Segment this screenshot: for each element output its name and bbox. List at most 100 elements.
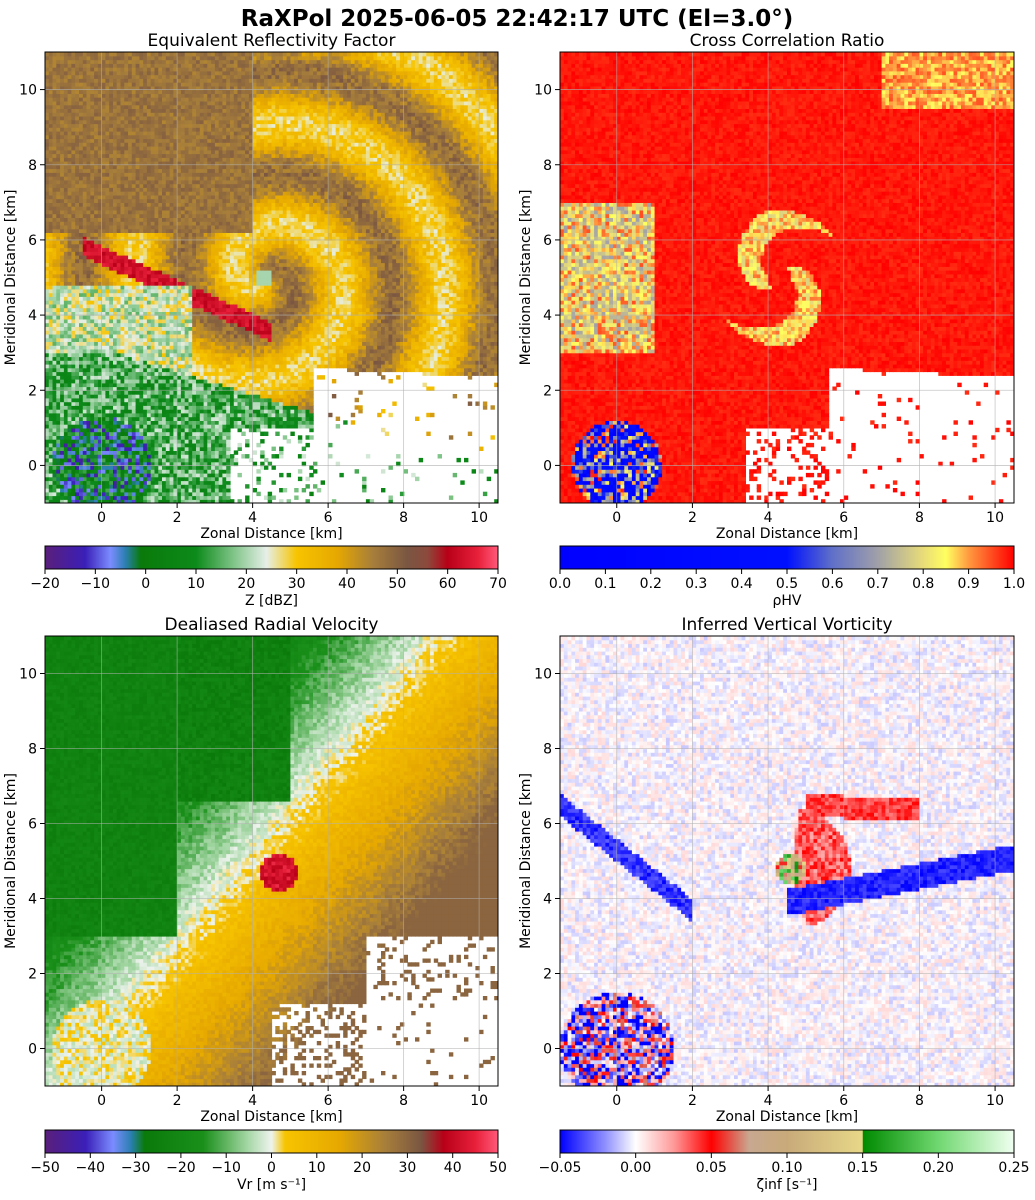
x-axis-label: Zonal Distance [km]: [716, 526, 858, 542]
y-tick-label: 2: [543, 967, 552, 983]
x-axis-label: Zonal Distance [km]: [200, 526, 342, 542]
colorbar-tick-label: 0.4: [730, 576, 752, 592]
y-tick-label: 10: [19, 667, 37, 683]
colorbar-label: Z [dBZ]: [245, 593, 298, 609]
colorbar-tick-label: 0.20: [923, 1160, 954, 1176]
y-tick-label: 0: [543, 458, 552, 474]
colorbar-tick-label: 1.0: [1003, 576, 1025, 592]
x-tick-label: 6: [839, 510, 848, 526]
colorbar: 0.0 0.1 0.2 0.3 0.4 0.5 0.6 0.7 0.8 0.9 1.0 ρHV: [549, 545, 1025, 609]
colorbar: −20 −10 0 10 20 30 40 50 60 70 Z [dBZ]: [30, 545, 507, 609]
y-axis-label: Meridional Distance [km]: [518, 190, 534, 366]
colorbar-tick-label: 0.00: [620, 1160, 651, 1176]
y-tick-label: 0: [28, 1042, 37, 1058]
x-tick-label: 8: [915, 510, 924, 526]
colorbar-tick-label: 60: [439, 576, 457, 592]
colorbar-tick-label: 30: [288, 576, 306, 592]
colorbar-tick-label: 0.8: [912, 576, 934, 592]
panel-title: Dealiased Radial Velocity: [165, 615, 379, 635]
colorbar-tick-label: −10: [81, 576, 111, 592]
y-tick-label: 6: [28, 817, 37, 833]
colorbar-tick-label: −20: [30, 576, 60, 592]
y-tick-label: 4: [28, 892, 37, 908]
x-tick-label: 4: [764, 1093, 773, 1109]
colorbar-tick-label: 50: [489, 1160, 507, 1176]
colorbar-tick-label: 0.05: [696, 1160, 727, 1176]
y-tick-label: 2: [543, 383, 552, 399]
colorbar-tick-label: 0.1: [594, 576, 616, 592]
y-tick-label: 8: [28, 158, 37, 174]
grid: [560, 636, 1014, 1086]
colorbar: −0.05 0.00 0.05 0.10 0.15 0.20 0.25 ζinf [s⁻¹]: [539, 1129, 1030, 1193]
x-tick-label: 4: [248, 510, 257, 526]
x-tick-label: 6: [324, 1093, 333, 1109]
colorbar-tick-label: 0.9: [957, 576, 979, 592]
colorbar-tick-label: 0: [141, 576, 150, 592]
y-tick-label: 8: [543, 742, 552, 758]
y-axis-label: Meridional Distance [km]: [3, 190, 19, 366]
y-tick-label: 2: [28, 383, 37, 399]
colorbar-tick-label: 0.3: [685, 576, 707, 592]
colorbar-tick-label: 10: [308, 1160, 326, 1176]
colorbar: −50 −40 −30 −20 −10 0 10 20 30 40 50 Vr [m s⁻¹]: [30, 1129, 507, 1193]
y-tick-label: 10: [534, 83, 552, 99]
y-tick-label: 8: [543, 158, 552, 174]
x-tick-label: 0: [97, 510, 106, 526]
x-tick-label: 8: [399, 510, 408, 526]
colorbar-tick-label: 20: [237, 576, 255, 592]
colorbar-tick-label: −50: [30, 1160, 60, 1176]
colorbar-tick-label: 50: [388, 576, 406, 592]
colorbar-tick-label: 0.15: [847, 1160, 878, 1176]
colorbar-tick-label: 0.0: [549, 576, 571, 592]
colorbar-tick-label: 40: [444, 1160, 462, 1176]
x-tick-label: 8: [399, 1093, 408, 1109]
colorbar-tick-label: −0.05: [539, 1160, 582, 1176]
colorbar-tick-label: −20: [166, 1160, 196, 1176]
x-tick-label: 10: [470, 1093, 488, 1109]
colorbar-tick-label: 0.25: [998, 1160, 1029, 1176]
panel-title: Cross Correlation Ratio: [690, 31, 885, 51]
x-tick-label: 6: [839, 1093, 848, 1109]
colorbar-bar: [44, 1129, 499, 1154]
x-tick-label: 0: [612, 1093, 621, 1109]
colorbar-tick-label: 10: [187, 576, 205, 592]
colorbar-tick-label: 70: [489, 576, 507, 592]
colorbar-tick-label: 20: [353, 1160, 371, 1176]
axes-frame: [44, 635, 499, 1087]
y-tick-label: 6: [543, 233, 552, 249]
colorbar-tick-label: 30: [398, 1160, 416, 1176]
y-tick-label: 6: [543, 817, 552, 833]
colorbar-bar: [559, 1129, 1015, 1154]
y-tick-label: 4: [543, 308, 552, 324]
colorbar-tick-label: −40: [76, 1160, 106, 1176]
axes-frame: [44, 51, 499, 504]
heatmap-cells: [560, 52, 1014, 503]
colorbar-label: ζinf [s⁻¹]: [757, 1177, 818, 1193]
colorbar-tick-label: −30: [121, 1160, 151, 1176]
colorbar-tick-label: 0.5: [776, 576, 798, 592]
y-tick-label: 2: [28, 967, 37, 983]
colorbar-bar: [559, 545, 1015, 570]
panel-title: Equivalent Reflectivity Factor: [148, 31, 396, 51]
x-tick-label: 2: [173, 1093, 182, 1109]
y-tick-label: 8: [28, 742, 37, 758]
x-axis-label: Zonal Distance [km]: [716, 1109, 858, 1125]
colorbar-tick-label: 0.7: [867, 576, 889, 592]
x-tick-label: 2: [173, 510, 182, 526]
figure-title: RaXPol 2025-06-05 22:42:17 UTC (El=3.0°): [241, 6, 793, 32]
colorbar-tick-label: 0.10: [771, 1160, 802, 1176]
colorbar-tick-label: 0: [267, 1160, 276, 1176]
x-tick-label: 8: [915, 1093, 924, 1109]
panel-vorticity: 0 2 4 6 8 10 0 2 4 6 8 10 Inferred Vertical Vorticit…: [518, 615, 1030, 1193]
x-tick-label: 10: [986, 510, 1004, 526]
colorbar-tick-label: 0.6: [821, 576, 843, 592]
x-tick-label: 10: [470, 510, 488, 526]
y-axis-label: Meridional Distance [km]: [3, 773, 19, 949]
axes-frame: [559, 635, 1015, 1087]
panel-reflectivity: 0 2 4 6 8 10 0 2 4 6 8 10 Equivalent Reflectivity Fa…: [3, 31, 507, 609]
colorbar-label: ρHV: [773, 593, 802, 609]
x-tick-label: 4: [248, 1093, 257, 1109]
y-tick-label: 4: [28, 308, 37, 324]
grid: [560, 52, 1014, 503]
